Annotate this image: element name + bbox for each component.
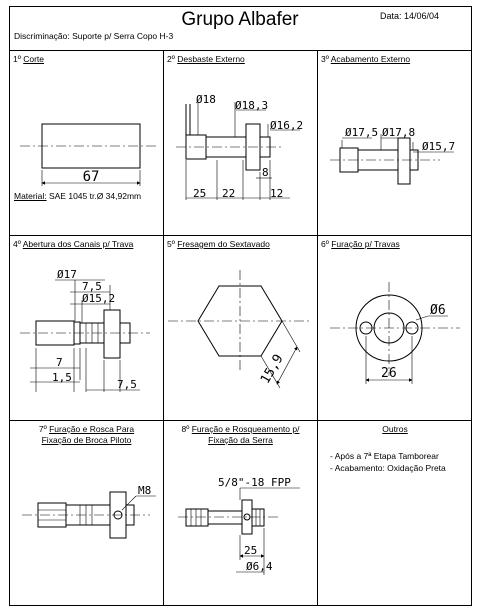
step-4-drawing: Ø17 7,5 Ø15,2 7 1,5 7,5 — [20, 268, 150, 392]
outros-item-2: - Acabamento: Oxidação Preta — [330, 463, 446, 473]
dim-d17: Ø17 — [57, 268, 77, 281]
step-5-drawing: 15,9 — [168, 270, 312, 389]
material-label: Material: SAE 1045 tr.Ø 34,92mm — [14, 191, 142, 201]
dim-7-5-bottom: 7,5 — [117, 378, 137, 391]
dim-26: 26 — [381, 366, 397, 381]
step-8-header: 8º Furação e Rosqueamento p/ Fixação da … — [181, 424, 300, 445]
row-divider-2 — [9, 235, 472, 236]
step-1-drawing: 67 — [20, 123, 158, 186]
step-1-header: 1º Corte — [13, 54, 45, 64]
step-2-drawing: Ø18 Ø18,3 Ø16,2 8 25 22 12 — [176, 93, 303, 200]
dim-d18-3: Ø18,3 — [235, 99, 268, 112]
step-2-header: 2º Desbaste Externo — [167, 54, 245, 64]
dim-d17-8: Ø17,8 — [382, 126, 415, 139]
step-5-header: 5º Fresagem do Sextavado — [167, 239, 270, 249]
date-label: Data: 14/06/04 — [380, 11, 440, 21]
dim-12: 12 — [270, 187, 283, 200]
dim-22: 22 — [222, 187, 235, 200]
row-divider-1 — [9, 50, 472, 51]
dim-67: 67 — [83, 169, 100, 185]
step-7-header: 7º Furação e Rosca Para Fixação de Broca… — [38, 424, 135, 445]
dim-d6-4: Ø6,4 — [246, 560, 273, 573]
dim-d18: Ø18 — [196, 93, 216, 106]
dim-5-8-18-fpp: 5/8"-18 FPP — [218, 476, 291, 489]
outros-item-1: - Após a 7ª Etapa Tamborear — [330, 451, 439, 461]
step-4-header: 4º Abertura dos Canais p/ Trava — [13, 239, 134, 249]
dim-25: 25 — [193, 187, 206, 200]
dim-15-9: 15,9 — [258, 352, 287, 387]
step-7-drawing: M8 — [22, 484, 156, 539]
col-divider-2 — [317, 50, 318, 606]
outros-header: Outros — [382, 424, 408, 434]
dim-25: 25 — [244, 544, 257, 557]
step-3-header: 3º Acabamento Externo — [321, 54, 411, 64]
dim-d16-2: Ø16,2 — [270, 119, 303, 132]
discrimination-label: Discriminação: Suporte p/ Serra Copo H-3 — [14, 31, 174, 41]
dim-d15-2: Ø15,2 — [82, 292, 115, 305]
dim-7-5-top: 7,5 — [82, 280, 102, 293]
dim-m8: M8 — [138, 484, 151, 497]
dim-d6: Ø6 — [430, 303, 446, 318]
drawing-sheet — [9, 6, 472, 606]
col-divider-1 — [163, 50, 164, 606]
step-8-drawing: 5/8"-18 FPP 25 Ø6,4 — [178, 476, 300, 575]
dim-d15-7: Ø15,7 — [422, 140, 455, 153]
dim-8: 8 — [262, 166, 269, 179]
step-6-drawing: Ø6 26 — [330, 282, 460, 384]
step-3-drawing: Ø17,5 Ø17,8 Ø15,7 — [330, 126, 455, 185]
step-6-header: 6º Furação p/ Travas — [321, 239, 400, 249]
company-title: Grupo Albafer — [181, 9, 299, 30]
dim-1-5: 1,5 — [52, 371, 72, 384]
dim-7: 7 — [56, 356, 63, 369]
row-divider-3 — [9, 420, 472, 421]
dim-d17-5: Ø17,5 — [345, 126, 378, 139]
